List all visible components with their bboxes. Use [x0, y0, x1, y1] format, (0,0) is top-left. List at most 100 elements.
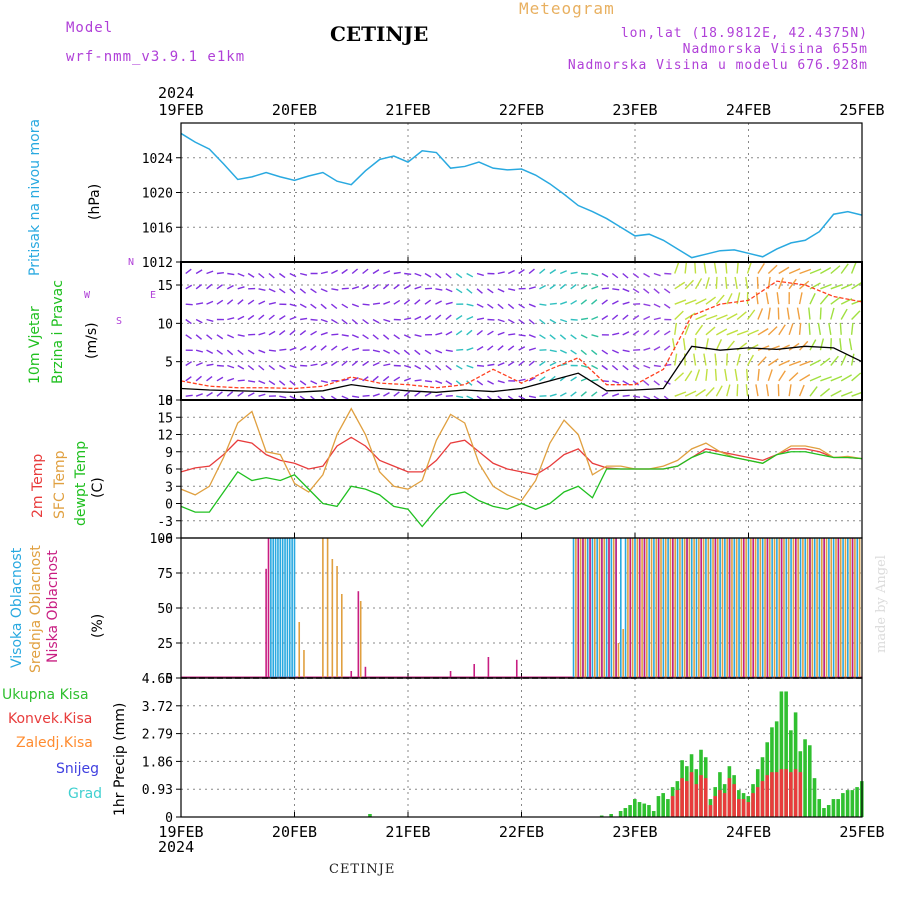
- wind-barb: [434, 364, 442, 371]
- wind-barb: [528, 347, 536, 351]
- wind-barb: [195, 375, 202, 382]
- wind-barb: [435, 380, 443, 384]
- cloud-mid-bar: [340, 594, 343, 678]
- cloud-high-bar: [719, 538, 721, 678]
- cloud-mid-bar: [631, 538, 634, 678]
- cloud-high-bar: [790, 538, 792, 678]
- cloud-mid-bar: [359, 601, 362, 678]
- wind-barb: [682, 338, 686, 351]
- wind-barb: [372, 334, 379, 340]
- wind-barb: [767, 358, 779, 367]
- wind-barb: [776, 292, 780, 305]
- wind-barb: [808, 307, 811, 320]
- precip-conv-bar: [774, 772, 779, 817]
- wind-barb: [716, 314, 728, 321]
- wind-barb: [765, 384, 770, 397]
- wind-barb: [185, 284, 193, 290]
- wind-barb: [476, 380, 484, 386]
- cloud-mid-bar: [735, 538, 738, 678]
- wind-barb: [799, 268, 812, 275]
- cloud-high-bar: [277, 538, 279, 678]
- wind-barb: [570, 376, 577, 382]
- wind-barb: [299, 345, 307, 351]
- wind-barb: [693, 353, 697, 366]
- wind-barb: [819, 294, 829, 305]
- precip-total-bar: [831, 799, 836, 817]
- precip-total-bar: [803, 739, 807, 817]
- cloud-mid-bar: [825, 538, 828, 678]
- cloud-low-bar: [473, 664, 476, 678]
- wind-barb: [601, 391, 609, 397]
- wind-barb: [414, 349, 421, 356]
- y-tick-label: 4.65: [142, 672, 173, 687]
- wind-barb: [715, 328, 728, 336]
- wind-barb: [299, 288, 307, 294]
- precip-conv-bar: [779, 769, 784, 817]
- cloud-low-label: Niska Oblacnost: [45, 550, 61, 663]
- cloud-high-bar: [662, 538, 665, 678]
- cloud-high-bar: [279, 538, 282, 678]
- wind-barb: [320, 331, 328, 336]
- wind-barb: [362, 318, 369, 325]
- cloud-mid-bar: [773, 538, 776, 678]
- wind-barb: [216, 299, 224, 305]
- y-tick-label: 3.72: [142, 700, 173, 715]
- wind-barb: [694, 324, 704, 336]
- cloud-mid-bar: [627, 538, 629, 678]
- wind-barb: [299, 303, 307, 309]
- precip-total-bar: [826, 805, 831, 817]
- wind-barb: [330, 345, 338, 351]
- wind-barb: [487, 288, 494, 294]
- precip-conv-bar: [760, 781, 765, 817]
- pressure-line: [180, 132, 863, 259]
- precip-unit: 1hr Precip (mm): [112, 702, 128, 816]
- precip-conv-bar: [680, 778, 684, 817]
- precip-conv-bar: [713, 796, 717, 817]
- wind-barb: [466, 347, 474, 351]
- wind-barb: [674, 281, 686, 290]
- wind-barb: [765, 292, 770, 305]
- wind-barb: [466, 329, 473, 336]
- wind-barb: [404, 364, 412, 369]
- wind-barb: [247, 364, 255, 371]
- wind-barb: [403, 377, 411, 382]
- wind-barb: [839, 338, 842, 351]
- wind-barb: [383, 318, 391, 323]
- wind-barb: [497, 288, 505, 293]
- precip-conv-bar: [793, 769, 798, 817]
- wind-barb: [820, 376, 832, 382]
- cloud-mid-bar: [594, 538, 596, 678]
- wind-barb: [684, 370, 693, 382]
- wind-barb: [351, 360, 359, 367]
- wind-barb: [819, 357, 831, 367]
- wind-barb: [695, 388, 706, 397]
- wind-barb: [591, 299, 598, 305]
- compass-n: N: [128, 257, 135, 268]
- wind-barb: [404, 317, 412, 321]
- wind-barb: [362, 268, 369, 275]
- wind-barb: [289, 303, 297, 307]
- wind-barb: [539, 376, 546, 382]
- date-tick-bottom: 20FEB: [272, 823, 317, 841]
- cloud-mid-bar: [792, 538, 795, 678]
- cloud-mid-bar: [731, 538, 733, 678]
- wind-barb: [258, 380, 266, 385]
- wind-barb: [393, 349, 400, 355]
- wind-barb: [320, 318, 328, 323]
- wind-barb: [580, 349, 587, 356]
- wind-barb: [684, 312, 696, 321]
- cloud-high-bar: [291, 538, 293, 678]
- wind-barb: [840, 308, 848, 320]
- wind-barb: [497, 318, 505, 323]
- cloud-mid-bar: [797, 538, 799, 678]
- cloud-low-bar: [686, 538, 688, 678]
- cloud-mid-bar: [712, 538, 714, 678]
- model-label: Model: [66, 20, 114, 36]
- precip-total-bar: [770, 727, 774, 817]
- wind-barb: [268, 364, 275, 371]
- wind-barb: [403, 299, 411, 305]
- cloud-mid-bar: [802, 538, 804, 678]
- cloud-mid-bar: [783, 538, 785, 678]
- precip-conv-bar: [699, 775, 703, 817]
- wind-barb: [195, 393, 203, 397]
